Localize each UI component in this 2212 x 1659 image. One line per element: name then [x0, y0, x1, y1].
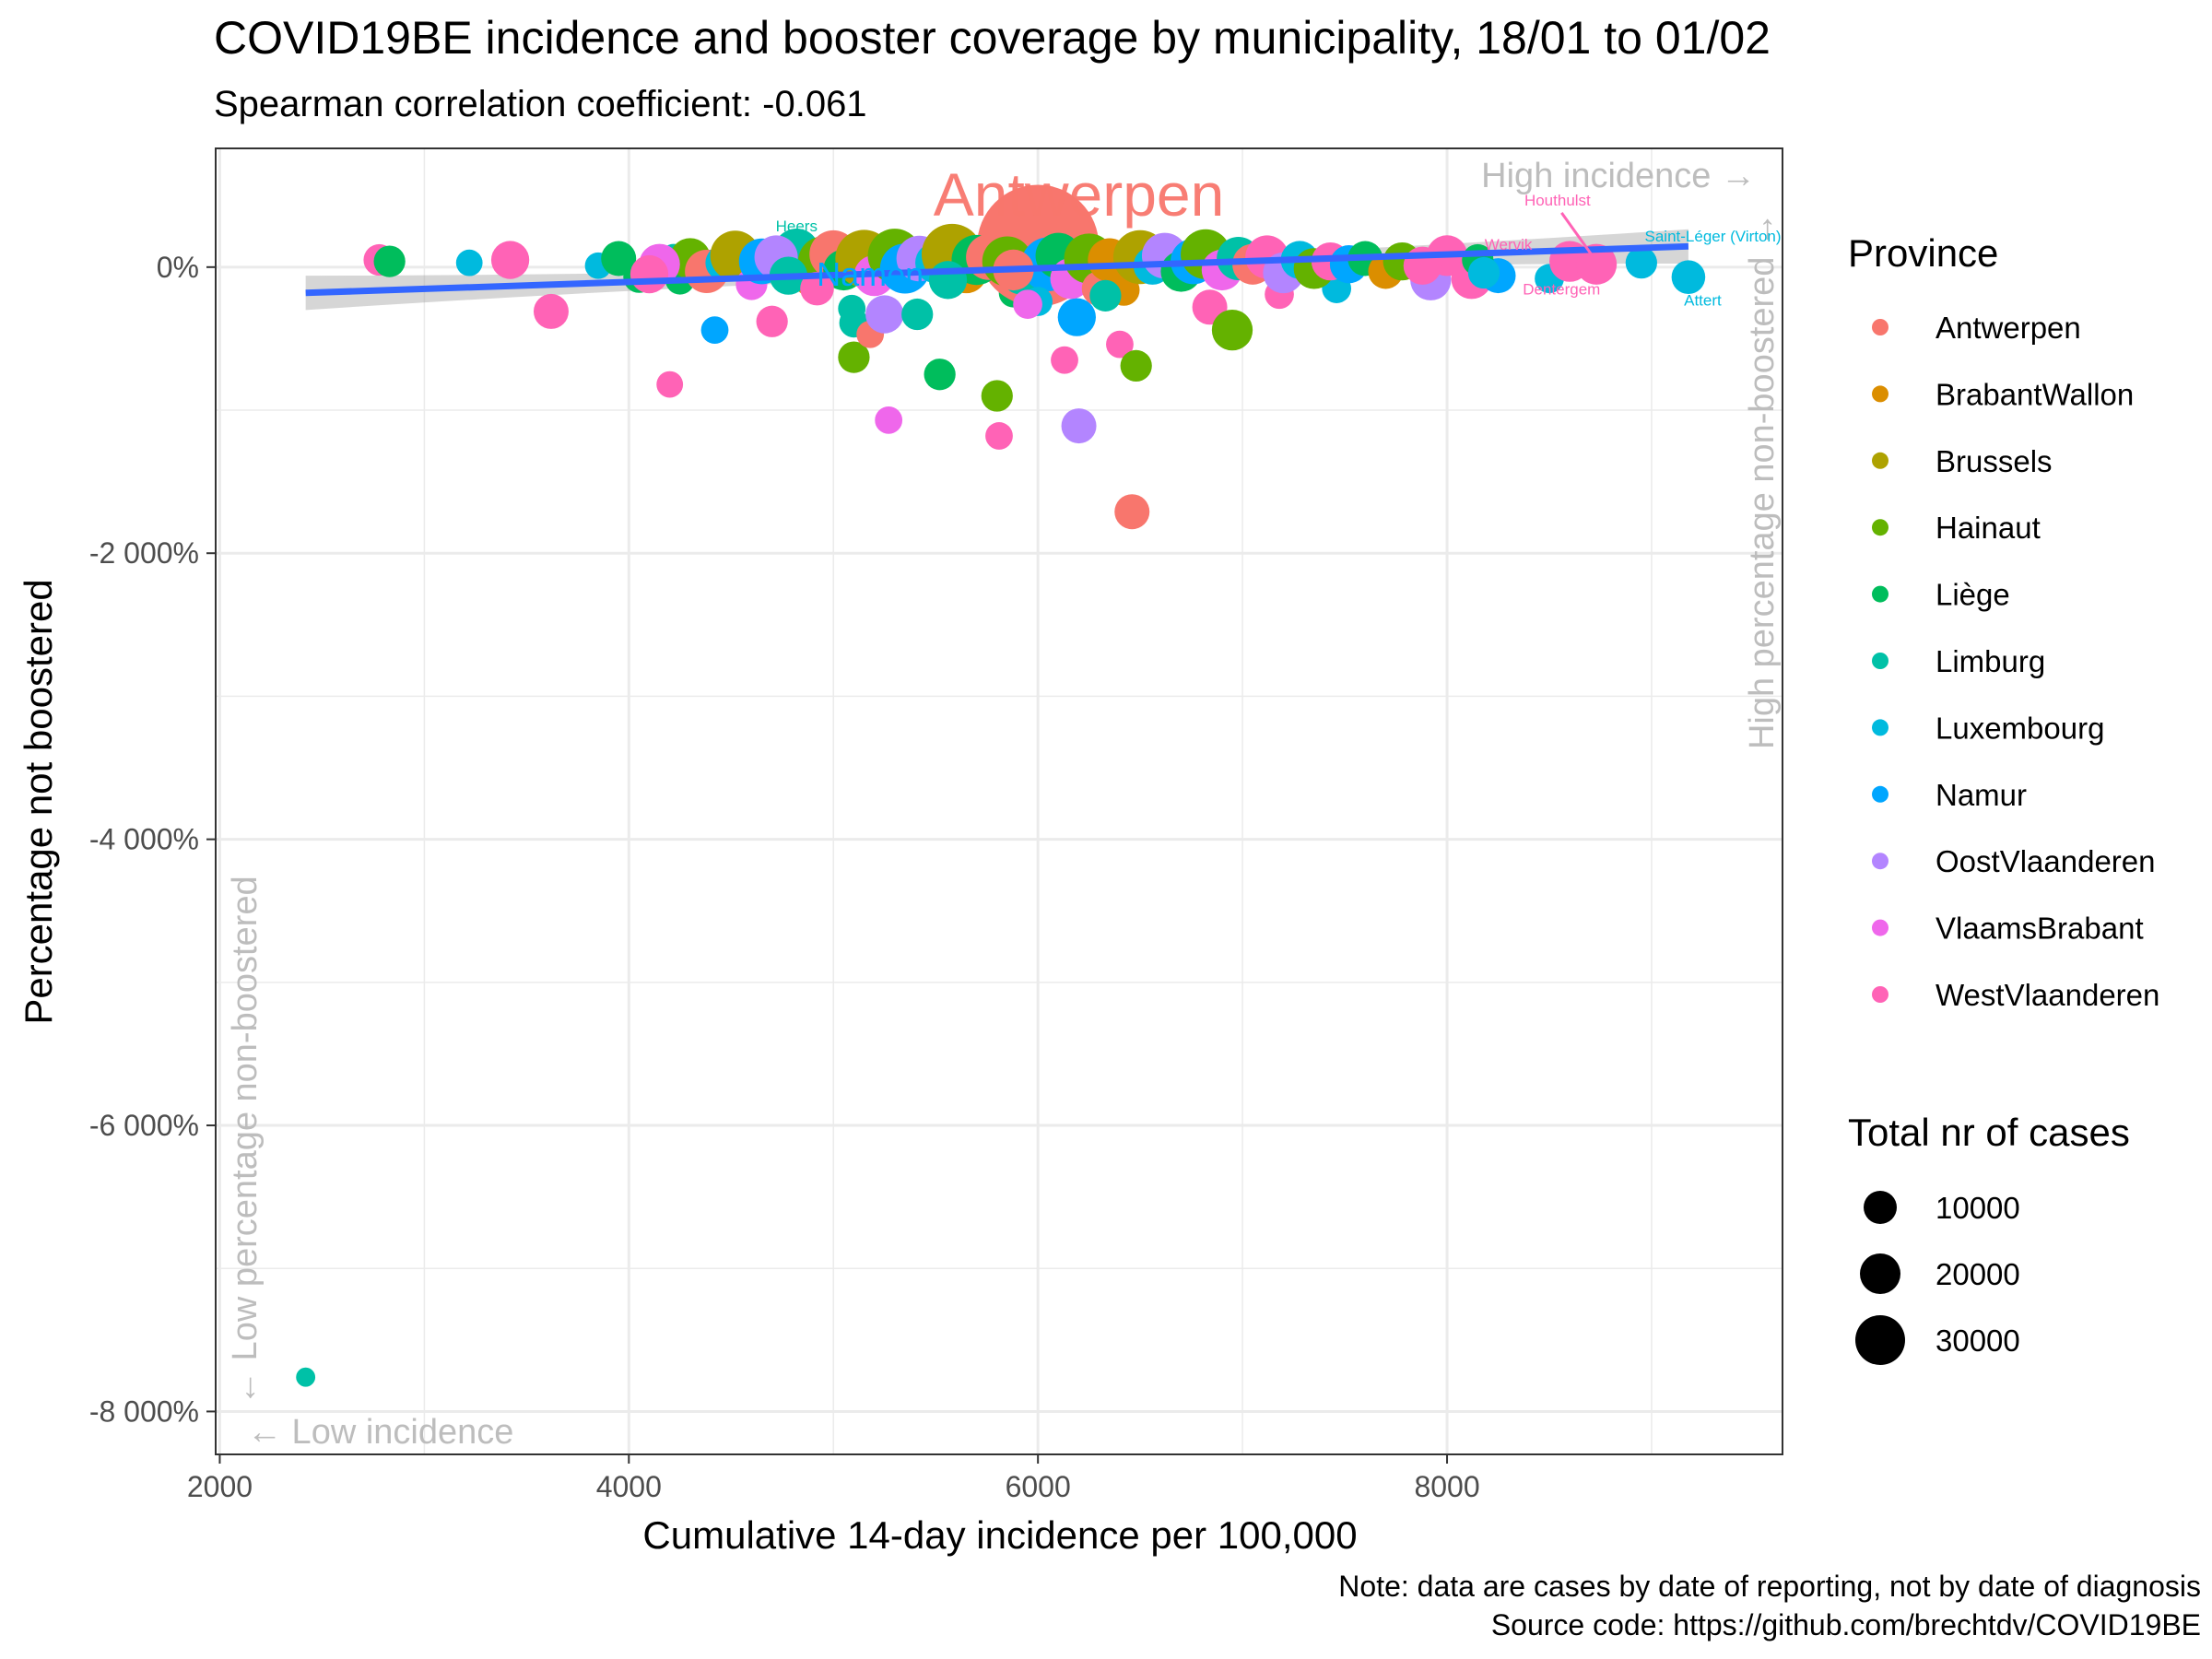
data-point	[490, 241, 530, 279]
legend-label: Liège	[1936, 578, 2010, 612]
legend-size-label: 10000	[1936, 1191, 2020, 1225]
data-point	[981, 380, 1013, 412]
point-label: Attert	[1684, 292, 1722, 310]
legend-label: Brussels	[1936, 444, 2053, 478]
legend-size-symbol	[1855, 1315, 1905, 1365]
data-point	[1057, 298, 1096, 336]
x-tick-label: 6000	[1006, 1470, 1071, 1503]
data-point	[1671, 260, 1706, 294]
data-point	[838, 341, 870, 373]
y-tick-label: -8 000%	[89, 1394, 199, 1428]
data-point	[875, 406, 903, 434]
legend-swatch	[1872, 653, 1888, 669]
data-point	[1106, 330, 1134, 359]
legend-label: Luxembourg	[1936, 711, 2104, 745]
annotation-low-incidence: ← Low incidence	[247, 1413, 513, 1452]
point-label: Houthulst	[1524, 192, 1591, 209]
data-point	[656, 371, 684, 398]
plot-border	[215, 147, 1783, 1455]
legend-label: Antwerpen	[1936, 311, 2081, 345]
point-label: Saint-Léger (Virton)	[1645, 228, 1782, 245]
data-point	[700, 316, 729, 345]
legend-label: Limburg	[1936, 644, 2045, 678]
legend-label: Hainaut	[1936, 511, 2041, 545]
data-point	[1467, 256, 1500, 289]
legend-size-title: Total nr of cases	[1848, 1111, 2130, 1154]
point-labels: Antwerpen Namen Heers Houthulst Wervik Denter…	[776, 160, 1782, 310]
annotation-high-nonboost: High percentage non-boostered →	[1743, 212, 1782, 749]
y-tick-label: -4 000%	[89, 823, 199, 856]
chart-title: COVID19BE incidence and booster coverage…	[214, 12, 1771, 64]
annotation-high-incidence: High incidence →	[1481, 157, 1756, 195]
legend-label: BrabantWallon	[1936, 377, 2134, 411]
data-point	[1625, 247, 1657, 279]
x-tick-label: 8000	[1414, 1470, 1479, 1503]
label-leader-line	[1560, 211, 1598, 263]
legend-size: 10000 20000 30000	[1855, 1191, 2020, 1365]
chart-subtitle: Spearman correlation coefficient: -0.061	[214, 84, 867, 124]
data-point	[865, 295, 904, 334]
legend-size-label: 20000	[1936, 1257, 2020, 1291]
legend-label: WestVlaanderen	[1936, 978, 2159, 1012]
x-axis: 2000 4000 6000 8000	[187, 1454, 1480, 1503]
data-point	[924, 359, 956, 391]
legend-label: Namur	[1936, 778, 2027, 812]
trend-line	[305, 242, 1689, 297]
legend-swatch	[1872, 585, 1888, 603]
x-tick-label: 4000	[596, 1470, 662, 1503]
legend-swatch	[1872, 319, 1888, 335]
legend-swatch	[1872, 919, 1888, 936]
data-point	[296, 1367, 316, 1387]
legend-color-title: Province	[1848, 231, 1998, 275]
data-point	[455, 249, 483, 276]
data-point	[800, 271, 834, 306]
caption-source: Source code: https://github.com/brechtdv…	[1491, 1608, 2201, 1641]
data-point	[629, 254, 669, 294]
data-point	[901, 298, 934, 331]
legend-size-symbol	[1860, 1253, 1900, 1294]
legend-label: VlaamsBrabant	[1936, 912, 2144, 946]
caption-note: Note: data are cases by date of reportin…	[1338, 1570, 2201, 1603]
point-label: Dentergem	[1523, 280, 1600, 298]
point-label: Namen	[817, 255, 924, 293]
legend-label: OostVlaanderen	[1936, 844, 2156, 878]
data-point	[985, 422, 1013, 450]
legend-swatch	[1872, 519, 1888, 536]
point-label: Antwerpen	[934, 160, 1225, 229]
x-tick-label: 2000	[187, 1470, 253, 1503]
data-point	[1120, 349, 1152, 382]
y-axis: 0% -2 000% -4 000% -6 000% -8 000%	[89, 251, 216, 1428]
data-point	[373, 245, 406, 277]
legend-swatch	[1872, 452, 1888, 469]
legend-size-symbol	[1864, 1191, 1897, 1224]
legend-swatch	[1872, 719, 1888, 736]
legend-swatch	[1872, 785, 1888, 803]
plot-panel	[216, 148, 1783, 1454]
x-axis-title: Cumulative 14-day incidence per 100,000	[642, 1513, 1357, 1557]
y-tick-label: 0%	[157, 251, 199, 284]
data-point	[928, 261, 968, 300]
data-point	[1575, 243, 1618, 285]
data-point	[1089, 279, 1122, 312]
y-tick-label: -2 000%	[89, 536, 199, 570]
data-point	[1211, 309, 1253, 351]
point-label: Wervik	[1485, 236, 1533, 253]
data-point	[1061, 408, 1097, 444]
data-point	[756, 305, 788, 337]
point-label: Heers	[776, 218, 818, 235]
legend-swatch	[1872, 986, 1888, 1003]
data-point	[1013, 289, 1042, 320]
data-point	[1051, 346, 1078, 374]
data-point	[533, 293, 569, 329]
legend-swatch	[1872, 853, 1888, 870]
annotation-low-nonboost: ← Low percentage non-boostered	[226, 876, 265, 1406]
data-point	[1114, 494, 1150, 530]
y-tick-label: -6 000%	[89, 1109, 199, 1142]
legend-province: Antwerpen BrabantWallon Brussels Hainaut Liè…	[1872, 311, 2159, 1012]
y-axis-title: Percentage not boostered	[17, 579, 60, 1024]
legend-swatch	[1872, 385, 1888, 403]
legend-size-label: 30000	[1936, 1324, 2020, 1358]
